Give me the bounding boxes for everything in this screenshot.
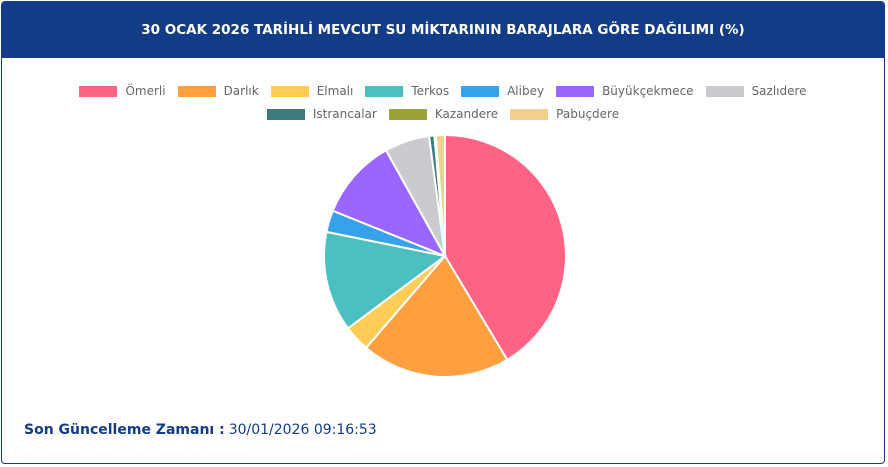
legend-label: Ömerli (125, 84, 166, 98)
pie-slice (331, 148, 448, 258)
legend-item: Istrancalar (266, 107, 377, 121)
header: 30 OCAK 2026 TARİHLİ MEVCUT SU MİKTARINI… (2, 2, 884, 58)
pie-slice (434, 133, 446, 257)
pie-slice (323, 230, 448, 330)
footer-value: 30/01/2026 09:16:53 (228, 422, 377, 438)
legend-swatch (266, 108, 305, 120)
legend-swatch (79, 85, 118, 97)
legend-item: Darlık (177, 84, 259, 98)
legend-label: Kazandere (434, 107, 499, 121)
legend-item: Elmalı (270, 84, 354, 98)
legend-item: Sazlıdere (705, 84, 807, 98)
legend-swatch (177, 85, 216, 97)
legend-label: Terkos (411, 84, 450, 98)
legend-label: Darlık (223, 84, 259, 98)
legend-label: Alibey (507, 84, 545, 98)
legend: Ömerli Darlık Elmalı Terkos Alibey Büyükçekme… (32, 84, 854, 121)
chart-title: 30 OCAK 2026 TARİHLİ MEVCUT SU MİKTARINI… (141, 22, 745, 38)
legend-item: Alibey (461, 84, 544, 98)
legend-swatch (365, 85, 404, 97)
legend-swatch (510, 108, 549, 120)
legend-swatch (388, 108, 427, 120)
footer-label: Son Güncelleme Zamanı : (24, 422, 225, 438)
legend-item: Pabuçdere (510, 107, 619, 121)
legend-item: Ömerli (79, 84, 166, 98)
legend-swatch (461, 85, 500, 97)
pie-slice (444, 133, 567, 362)
legend-label: Elmalı (316, 84, 354, 98)
legend-item: Terkos (365, 84, 449, 98)
legend-item: Kazandere (388, 107, 499, 121)
legend-item: Büyükçekmece (556, 84, 694, 98)
pie-slice (364, 254, 509, 378)
footer: Son Güncelleme Zamanı :30/01/2026 09:16:… (24, 422, 377, 438)
legend-swatch (270, 85, 309, 97)
legend-swatch (705, 85, 744, 97)
legend-label: Büyükçekmece (602, 84, 694, 98)
legend-label: Istrancalar (312, 107, 377, 121)
legend-swatch (556, 85, 595, 97)
legend-label: Pabuçdere (556, 107, 620, 121)
legend-label: Sazlıdere (751, 84, 807, 98)
